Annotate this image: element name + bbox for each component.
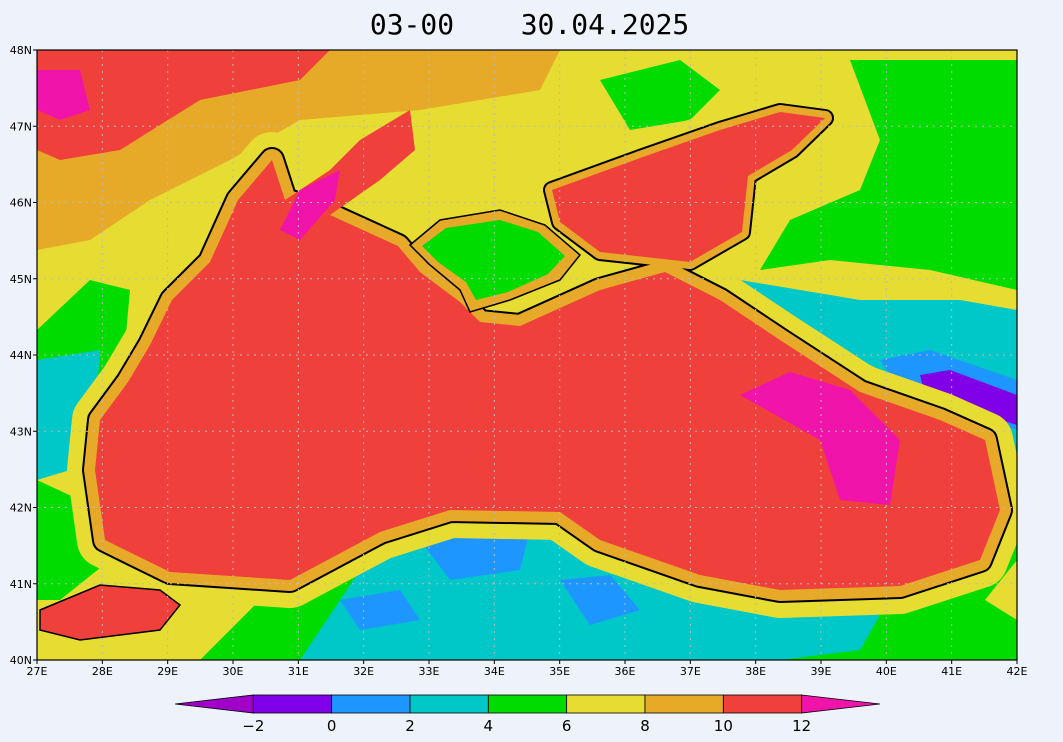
lon-label: 36E: [615, 665, 636, 678]
title-date: 30.04.2025: [521, 8, 690, 41]
lon-label: 30E: [223, 665, 244, 678]
lat-label: 42N: [10, 502, 32, 515]
colorbar-arrow: [801, 694, 881, 714]
colorbar-label: 8: [640, 717, 650, 735]
colorbar-box: [409, 694, 489, 714]
lon-label: 35E: [549, 665, 570, 678]
lon-label: 34E: [484, 665, 505, 678]
colorbar-label: 6: [562, 717, 572, 735]
lat-label: 46N: [10, 197, 32, 210]
title-time: 03-00: [370, 8, 454, 41]
lon-label: 32E: [353, 665, 374, 678]
graticule: 40N 41N 42N 43N 44N 45N 46N 47N 48N 27E 28E 29E 30E 3…: [10, 44, 1028, 678]
lat-label: 44N: [10, 349, 32, 362]
lat-label: 43N: [10, 425, 32, 438]
colorbar-arrow: [174, 694, 254, 714]
lat-label: 48N: [10, 44, 32, 57]
colorbar-label: 0: [327, 717, 337, 735]
lon-label: 33E: [419, 665, 440, 678]
lon-label: 27E: [27, 665, 48, 678]
lon-label: 41E: [941, 665, 962, 678]
lon-label: 42E: [1007, 665, 1028, 678]
colorbar-box: [722, 694, 803, 714]
colorbar: −2 0 2 4 6 8 10 12: [174, 694, 881, 735]
lon-label: 38E: [745, 665, 766, 678]
lat-label: 41N: [10, 578, 32, 591]
lon-label: 37E: [680, 665, 701, 678]
colorbar-box: [252, 694, 333, 714]
colorbar-label: 2: [405, 717, 415, 735]
colorbar-label: −2: [242, 717, 264, 735]
lat-label: 47N: [10, 120, 32, 133]
map-frame: [36, 49, 1018, 661]
colorbar-box: [566, 694, 646, 714]
colorbar-label: 4: [484, 717, 494, 735]
colorbar-label: 12: [792, 717, 811, 735]
lat-label: 45N: [10, 273, 32, 286]
colorbar-box: [644, 694, 724, 714]
lat-label: 40N: [10, 654, 32, 667]
colorbar-box: [487, 694, 568, 714]
colorbar-box: [331, 694, 411, 714]
lon-label: 31E: [288, 665, 309, 678]
temperature-field: [37, 50, 1017, 660]
lon-label: 28E: [92, 665, 113, 678]
colorbar-label: 10: [714, 717, 733, 735]
lon-label: 39E: [811, 665, 832, 678]
lon-label: 40E: [876, 665, 897, 678]
lon-label: 29E: [157, 665, 178, 678]
